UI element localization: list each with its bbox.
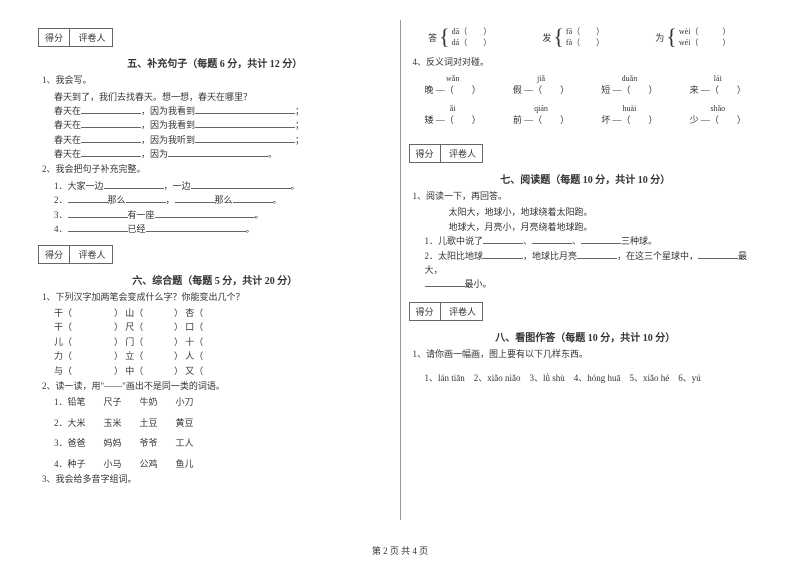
brace-row: 答{ dā（ ）dá（ ） 发{ fā（ ）fà（ ） 为{ wèi（ ）wéi…	[409, 26, 763, 48]
word-item: shǎo少 —（ ）	[690, 104, 746, 126]
blank	[233, 193, 273, 203]
q7-1: 1、阅读一下，再回答。	[413, 190, 763, 204]
blank	[168, 147, 268, 157]
q6-2-row: 1．铅笔 尺子 牛奶 小刀	[54, 395, 392, 409]
brace-icon: {	[666, 26, 677, 48]
blank	[581, 234, 621, 244]
word-item: qián前 —（ ）	[513, 104, 569, 126]
blank	[698, 249, 738, 259]
blank	[155, 208, 255, 218]
word-item: duǎn短 —（ ）	[601, 74, 657, 96]
q5-2-1: 1．大家一边，一边。	[54, 179, 392, 193]
q5-1-line1: 春天在，因为我看到；	[54, 104, 392, 118]
table-row: 干（） 山（） 杏（	[54, 306, 392, 320]
marker-label: 评卷人	[443, 145, 482, 162]
table-row: 与（） 中（） 又（	[54, 364, 392, 378]
q5-2: 2、我会把句子补充完整。	[42, 163, 392, 177]
score-label: 得分	[410, 145, 441, 162]
word-item: huài坏 —（ ）	[601, 104, 657, 126]
brace-icon: {	[439, 26, 450, 48]
blank	[175, 193, 215, 203]
q6-2: 2、读一读，用"——"画出不是同一类的词语。	[42, 380, 392, 394]
blank	[425, 277, 465, 287]
blank	[81, 133, 141, 143]
score-label: 得分	[410, 303, 441, 320]
char-table: 干（） 山（） 杏（ 干（） 尺（） 口（ 儿（） 门（） 十（ 力（） 立（）…	[54, 306, 392, 378]
q8-items: 1、lán tiān 2、xiǎo niǎo 3、lǜ shù 4、hóng h…	[425, 371, 763, 385]
poem-line: 地球大，月亮小，月亮绕着地球跑。	[449, 220, 763, 234]
q5-2-2: 2．那么，那么。	[54, 193, 392, 207]
blank	[195, 104, 295, 114]
q6-3: 3、我会给多音字组词。	[42, 473, 392, 487]
marker-label: 评卷人	[73, 29, 112, 46]
q6-1: 1、下列汉字加两笔会变成什么字？你能变出几个？	[42, 291, 392, 305]
blank	[68, 222, 128, 232]
table-row: 儿（） 门（） 十（	[54, 335, 392, 349]
q5-1: 1、我会写。	[42, 74, 392, 88]
poem-line: 太阳大，地球小，地球绕着太阳跑。	[449, 205, 763, 219]
score-label: 得分	[39, 29, 70, 46]
word-item: lái来 —（ ）	[690, 74, 746, 96]
q6-2-row: 4．种子 小马 公鸡 鱼儿	[54, 457, 392, 471]
left-column: 得分 评卷人 五、补充句子（每题 6 分，共计 12 分） 1、我会写。 春天到…	[30, 20, 401, 520]
marker-label: 评卷人	[443, 303, 482, 320]
blank	[195, 133, 295, 143]
antonym-row-2: ǎi矮 —（ ） qián前 —（ ） huài坏 —（ ） shǎo少 —（ …	[409, 104, 763, 126]
blank	[81, 147, 141, 157]
q7-s1: 1．儿歌中说了、、三种球。	[425, 234, 763, 248]
word-item: ǎi矮 —（ ）	[425, 104, 481, 126]
brace-group: 答{ dā（ ）dá（ ）	[428, 26, 491, 48]
brace-icon: {	[553, 26, 564, 48]
page-container: 得分 评卷人 五、补充句子（每题 6 分，共计 12 分） 1、我会写。 春天到…	[0, 0, 800, 530]
blank	[483, 249, 523, 259]
section-5-title: 五、补充句子（每题 6 分，共计 12 分）	[38, 55, 392, 70]
table-row: 干（） 尺（） 口（	[54, 320, 392, 334]
marker-label: 评卷人	[73, 246, 112, 263]
section-7-title: 七、阅读题（每题 10 分，共计 10 分）	[409, 171, 763, 186]
score-box-8: 得分 评卷人	[409, 302, 484, 321]
blank	[577, 249, 617, 259]
blank	[126, 193, 166, 203]
word-item: jiǎ假 —（ ）	[513, 74, 569, 96]
blank	[81, 104, 141, 114]
q7-s2b: 最小。	[425, 277, 763, 291]
q6-2-row: 2．大米 玉米 土豆 黄豆	[54, 416, 392, 430]
q8-1: 1、请你画一幅画，图上要有以下几样东西。	[413, 348, 763, 362]
score-box-7: 得分 评卷人	[409, 144, 484, 163]
word-item: wǎn晚 —（ ）	[425, 74, 481, 96]
blank	[191, 179, 291, 189]
blank	[81, 118, 141, 128]
antonym-row-1: wǎn晚 —（ ） jiǎ假 —（ ） duǎn短 —（ ） lái来 —（ ）	[409, 74, 763, 96]
brace-group: 发{ fā（ ）fà（ ）	[542, 26, 604, 48]
score-label: 得分	[39, 246, 70, 263]
blank	[195, 118, 295, 128]
blank	[532, 234, 572, 244]
score-box-6: 得分 评卷人	[38, 245, 113, 264]
q7-s2: 2．太阳比地球，地球比月亮，在这三个星球中，最大，	[425, 249, 763, 278]
blank	[146, 222, 246, 232]
q5-2-4: 4．已经。	[54, 222, 392, 236]
table-row: 力（） 立（） 人（	[54, 349, 392, 363]
q5-1-line3: 春天在，因为我听到；	[54, 133, 392, 147]
q6-2-row: 3．爸爸 妈妈 爷爷 工人	[54, 436, 392, 450]
antonym-q: 4、反义词对对碰。	[413, 56, 763, 70]
page-footer: 第 2 页 共 4 页	[0, 544, 800, 557]
blank	[483, 234, 523, 244]
blank	[104, 179, 164, 189]
score-box-5: 得分 评卷人	[38, 28, 113, 47]
blank	[68, 208, 128, 218]
section-6-title: 六、综合题（每题 5 分，共计 20 分）	[38, 272, 392, 287]
right-column: 答{ dā（ ）dá（ ） 发{ fā（ ）fà（ ） 为{ wèi（ ）wéi…	[401, 20, 771, 520]
section-8-title: 八、看图作答（每题 10 分，共计 10 分）	[409, 329, 763, 344]
brace-group: 为{ wèi（ ）wéi（ ）	[655, 26, 730, 48]
q5-1-line2: 春天在，因为我看到；	[54, 118, 392, 132]
q5-1-intro: 春天到了，我们去找春天。想一想，春天在哪里？	[54, 90, 392, 104]
q5-2-3: 3．有一座。	[54, 208, 392, 222]
q5-1-line4: 春天在，因为。	[54, 147, 392, 161]
blank	[68, 193, 108, 203]
